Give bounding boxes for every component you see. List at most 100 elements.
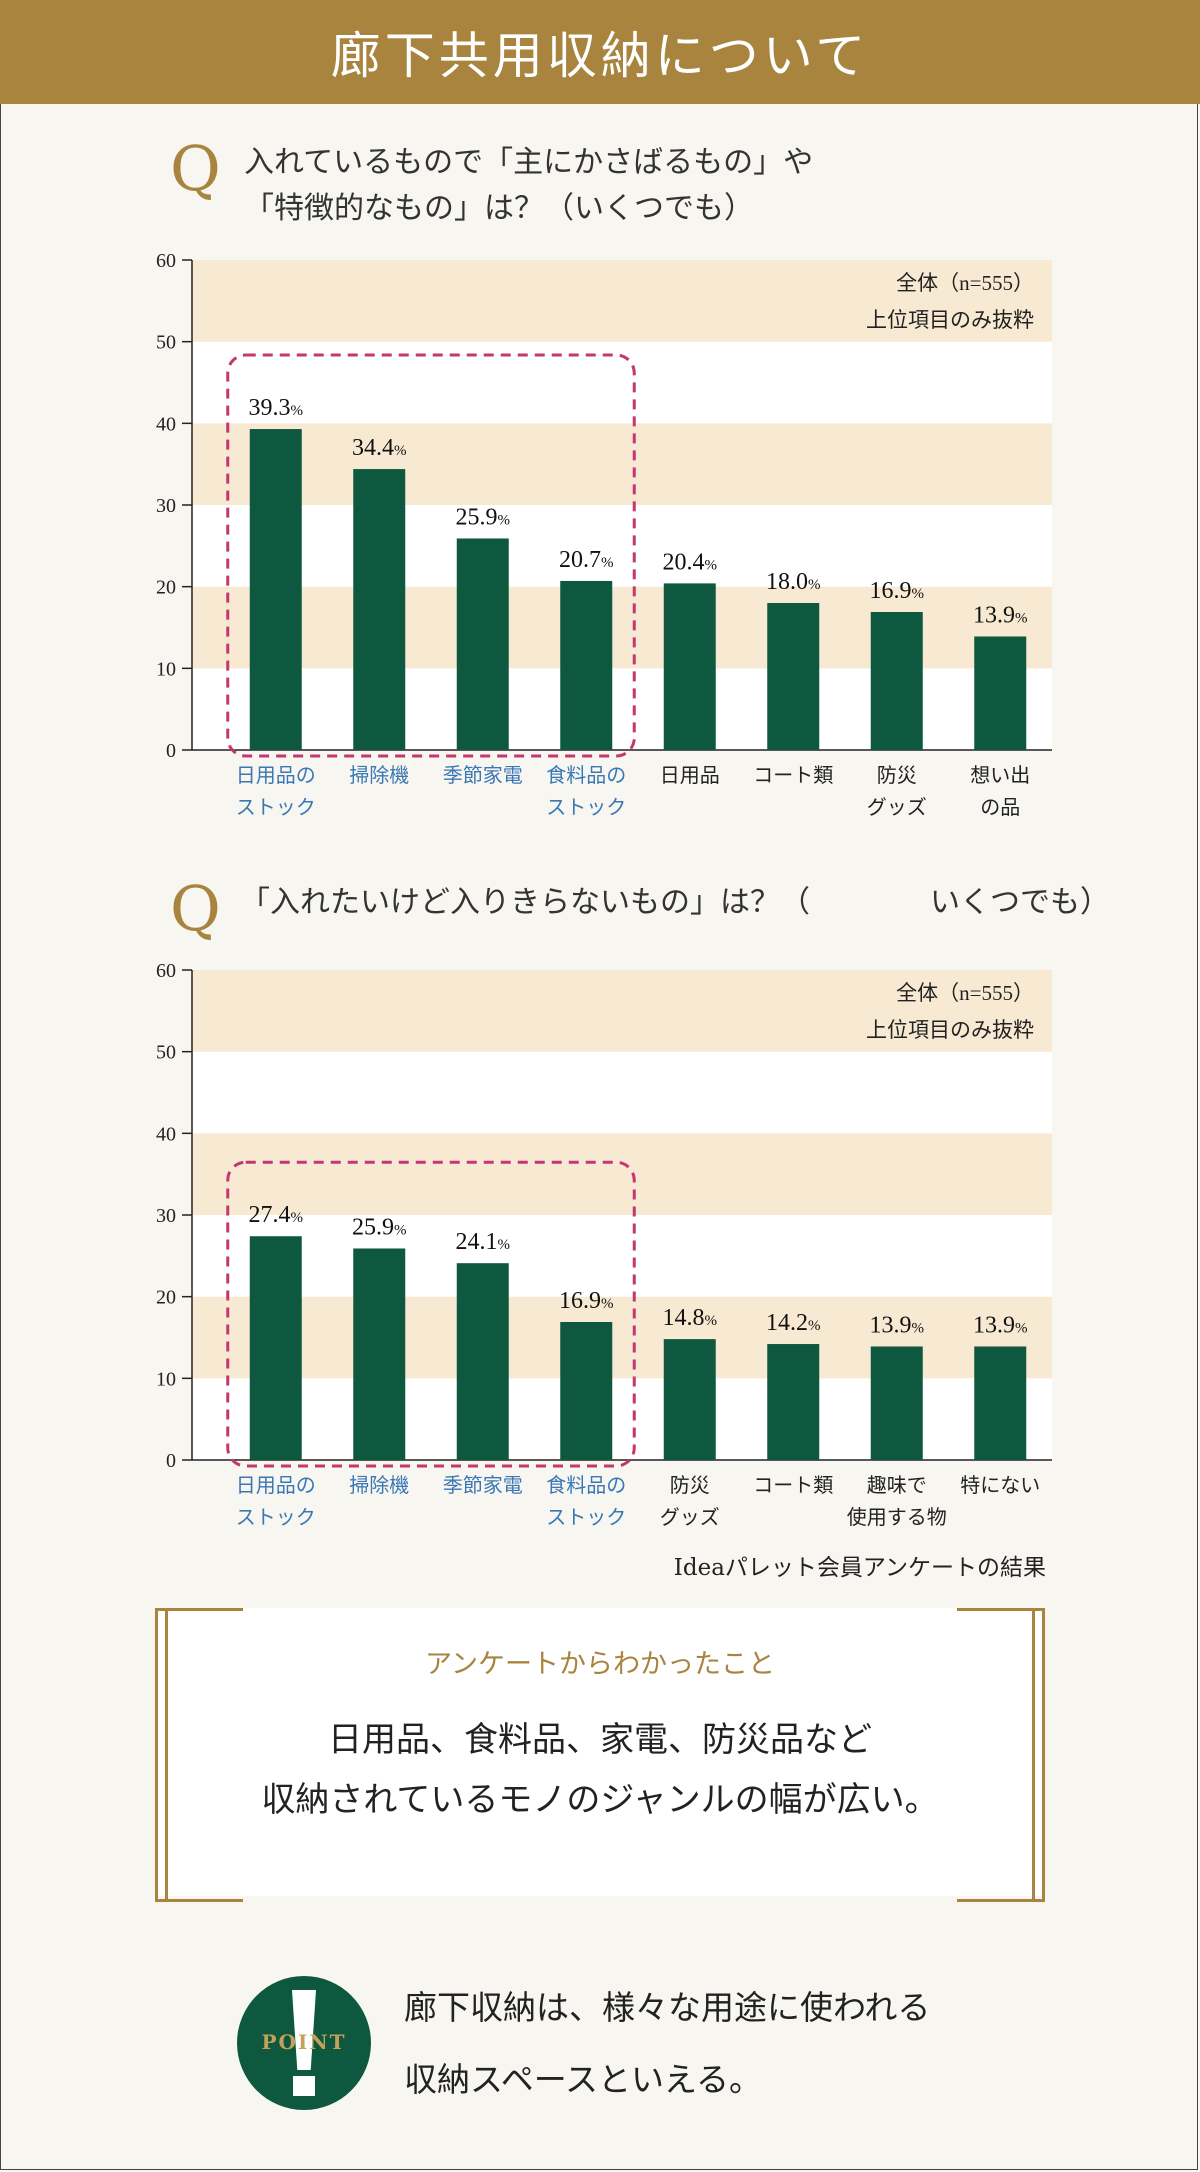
bar-chart-1-svg: 0 10 20 30 40 50 60 全体（n=555） 上位項目のみ抜粋 39.3% 日用品のス… — [156, 250, 1052, 819]
chart-note: 全体（n=555） — [896, 981, 1034, 1005]
category-label: コート類 — [753, 764, 833, 787]
category-label: 使用する物 — [847, 1506, 947, 1529]
bar-4 — [560, 1321, 613, 1460]
chart-2-band — [192, 1296, 1052, 1379]
bar-7 — [870, 1346, 923, 1460]
y-tick-label: 60 — [156, 250, 176, 272]
category-label: 防災 — [877, 764, 917, 787]
y-tick-label: 20 — [156, 1287, 176, 1309]
category-label: 季節家電 — [443, 764, 523, 787]
point-badge-label: POINT — [261, 2030, 347, 2054]
page-header: 廊下共用収納について — [0, 0, 1200, 104]
bar-6 — [767, 1344, 820, 1460]
chart-1-band — [192, 423, 1052, 505]
bar-value-label: 13.9% — [973, 1312, 1028, 1338]
highlight-dashed-box — [226, 1160, 636, 1468]
category-label: 趣味で — [867, 1474, 927, 1497]
bar-6 — [767, 603, 820, 750]
chart-2-band — [192, 970, 1052, 1052]
chart-2-band — [192, 1133, 1052, 1215]
bar-3 — [456, 538, 509, 750]
y-tick-label: 40 — [156, 1123, 176, 1145]
chart-note: 上位項目のみ抜粋 — [866, 1018, 1034, 1042]
y-tick-label: 40 — [156, 413, 176, 435]
y-tick-label: 0 — [166, 740, 176, 762]
y-tick-label: 50 — [156, 1042, 176, 1064]
chart-note: 上位項目のみ抜粋 — [866, 308, 1034, 332]
bar-value-label: 16.9% — [870, 578, 925, 604]
bar-4 — [560, 580, 613, 750]
bar-7 — [870, 611, 923, 750]
bar-value-label: 39.3% — [249, 395, 304, 421]
category-label: グッズ — [867, 796, 927, 819]
category-label: 想い出 — [970, 764, 1030, 787]
bar-value-label: 20.7% — [559, 547, 614, 573]
category-label: 特にない — [960, 1474, 1040, 1497]
category-label: 防災 — [670, 1474, 710, 1497]
y-tick-label: 60 — [156, 960, 176, 982]
bar-2 — [353, 1248, 406, 1460]
chart-note: 全体（n=555） — [896, 271, 1034, 295]
page-title: 廊下共用収納について — [330, 27, 870, 85]
summary-bracket-right — [957, 1608, 1045, 1902]
summary-line1: 日用品、食料品、家電、防災品など — [328, 1720, 872, 1760]
survey-source: Ideaパレット会員アンケートの結果 — [673, 1555, 1046, 1581]
y-tick-label: 0 — [166, 1450, 176, 1472]
bar-value-label: 20.4% — [663, 549, 718, 575]
bar-1 — [249, 429, 302, 750]
question-1-mark: Q — [170, 132, 221, 205]
summary-title: アンケートからわかったこと — [425, 1649, 775, 1680]
category-label: 日用品の — [236, 765, 316, 787]
bar-8 — [974, 636, 1027, 750]
category-label: 日用品 — [660, 765, 720, 787]
category-label: の品 — [980, 797, 1020, 819]
summary-body: 日用品、食料品、家電、防災品など 収納されているモノのジャンルの幅が広い。 — [155, 1710, 1045, 1830]
point-line2: 収納スペースといえる。 — [404, 2060, 763, 2099]
chart-1-band — [192, 668, 1052, 750]
category-label: 日用品の — [236, 1475, 316, 1497]
summary-box: アンケートからわかったこと 日用品、食料品、家電、防災品など 収納されているモノ… — [155, 1608, 1045, 1902]
bar-8 — [974, 1346, 1027, 1460]
chart-2-band — [192, 1378, 1052, 1460]
category-label: ストック — [546, 1506, 626, 1529]
question-2-text: 「入れたいけど入りきらないもの」は？（ いくつでも） — [240, 885, 1110, 920]
category-label: ストック — [236, 796, 316, 819]
bar-2 — [353, 469, 406, 750]
y-tick-label: 10 — [156, 1368, 176, 1390]
category-label: グッズ — [660, 1506, 720, 1529]
category-label: コート類 — [753, 1474, 833, 1497]
y-tick-label: 10 — [156, 658, 176, 680]
chart-1-band — [192, 505, 1052, 587]
bar-value-label: 24.1% — [456, 1229, 511, 1255]
bar-3 — [456, 1263, 509, 1460]
bar-value-label: 34.4% — [352, 435, 407, 461]
bar-value-label: 16.9% — [559, 1288, 614, 1314]
bar-chart-2-svg: 0 10 20 30 40 50 60 全体（n=555） 上位項目のみ抜粋 27.4% 日用品のス… — [156, 960, 1052, 1529]
point-line1: 廊下収納は、様々な用途に使われる — [404, 1988, 931, 2027]
category-label: 季節家電 — [443, 1474, 523, 1497]
point-badge: POINT — [237, 1976, 371, 2110]
bar-value-label: 14.2% — [766, 1310, 821, 1336]
bar-value-label: 13.9% — [870, 1312, 925, 1338]
bar-value-label: 27.4% — [249, 1202, 304, 1228]
summary-bracket-left — [155, 1608, 243, 1902]
bar-chart-2: 0 10 20 30 40 50 60 全体（n=555） 上位項目のみ抜粋 27.4% 日用品のス… — [0, 960, 1200, 1560]
chart-1-band — [192, 260, 1052, 342]
bar-value-label: 25.9% — [352, 1214, 407, 1240]
chart-2-band — [192, 1215, 1052, 1297]
category-label: 食料品の — [546, 764, 626, 787]
bar-value-label: 13.9% — [973, 602, 1028, 628]
bar-5 — [663, 1339, 716, 1460]
y-tick-label: 30 — [156, 495, 176, 517]
question-1-line2: 「特徴的なもの」は？（いくつでも） — [244, 191, 754, 226]
bar-5 — [663, 583, 716, 750]
bar-value-label: 18.0% — [766, 569, 821, 595]
highlight-dashed-box — [226, 353, 636, 758]
bar-1 — [249, 1236, 302, 1460]
point-text: 廊下収納は、様々な用途に使われる 収納スペースといえる。 — [404, 1972, 930, 2116]
question-2-mark: Q — [170, 872, 221, 945]
category-label: 掃除機 — [349, 764, 409, 787]
bar-value-label: 14.8% — [663, 1305, 718, 1331]
question-1-line1: 入れているもので「主にかさばるもの」や — [244, 145, 814, 180]
question-1-text: 入れているもので「主にかさばるもの」や 「特徴的なもの」は？（いくつでも） — [244, 140, 813, 232]
